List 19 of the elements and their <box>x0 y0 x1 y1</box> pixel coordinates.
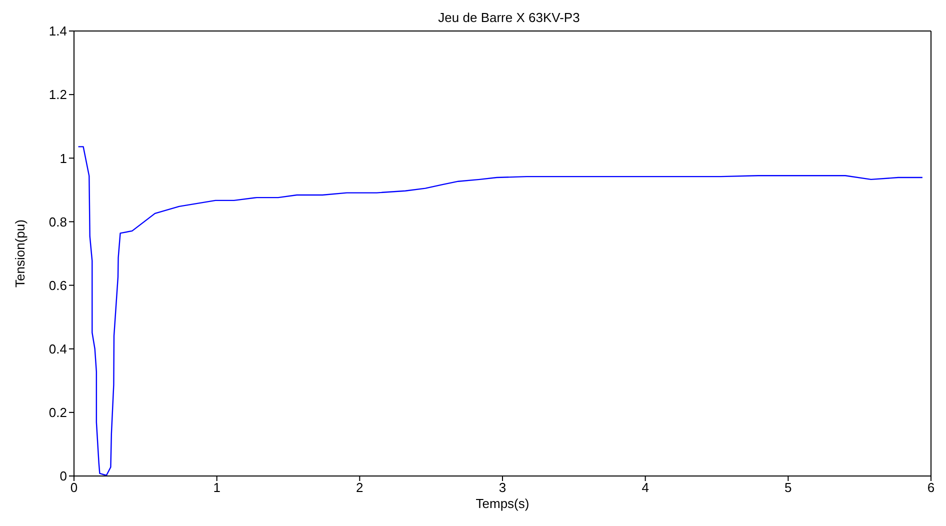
y-tick-label: 0 <box>60 468 67 484</box>
line-series <box>78 146 924 476</box>
x-tick-label: 6 <box>927 480 935 496</box>
x-tick-label: 0 <box>70 480 78 496</box>
x-tick-label: 1 <box>213 480 220 496</box>
y-tick-label: 1.2 <box>48 87 67 102</box>
chart-title: Jeu de Barre X 63KV-P3 <box>437 10 581 25</box>
y-axis-title: Tension(pu) <box>12 220 28 288</box>
y-tick-label: 0.2 <box>48 405 67 420</box>
y-tick-label: 0.6 <box>48 278 67 293</box>
y-tick-label: 1 <box>60 150 67 166</box>
x-tick-label: 4 <box>642 480 649 496</box>
x-tick-label: 5 <box>784 480 792 496</box>
y-tick-label: 0.8 <box>48 214 67 230</box>
x-tick-label: 3 <box>498 480 506 496</box>
x-axis-title: Temps(s) <box>476 496 530 511</box>
y-tick-label: 1.4 <box>48 24 67 39</box>
y-tick-label: 0.4 <box>48 341 67 356</box>
x-tick-label: 2 <box>356 480 364 496</box>
